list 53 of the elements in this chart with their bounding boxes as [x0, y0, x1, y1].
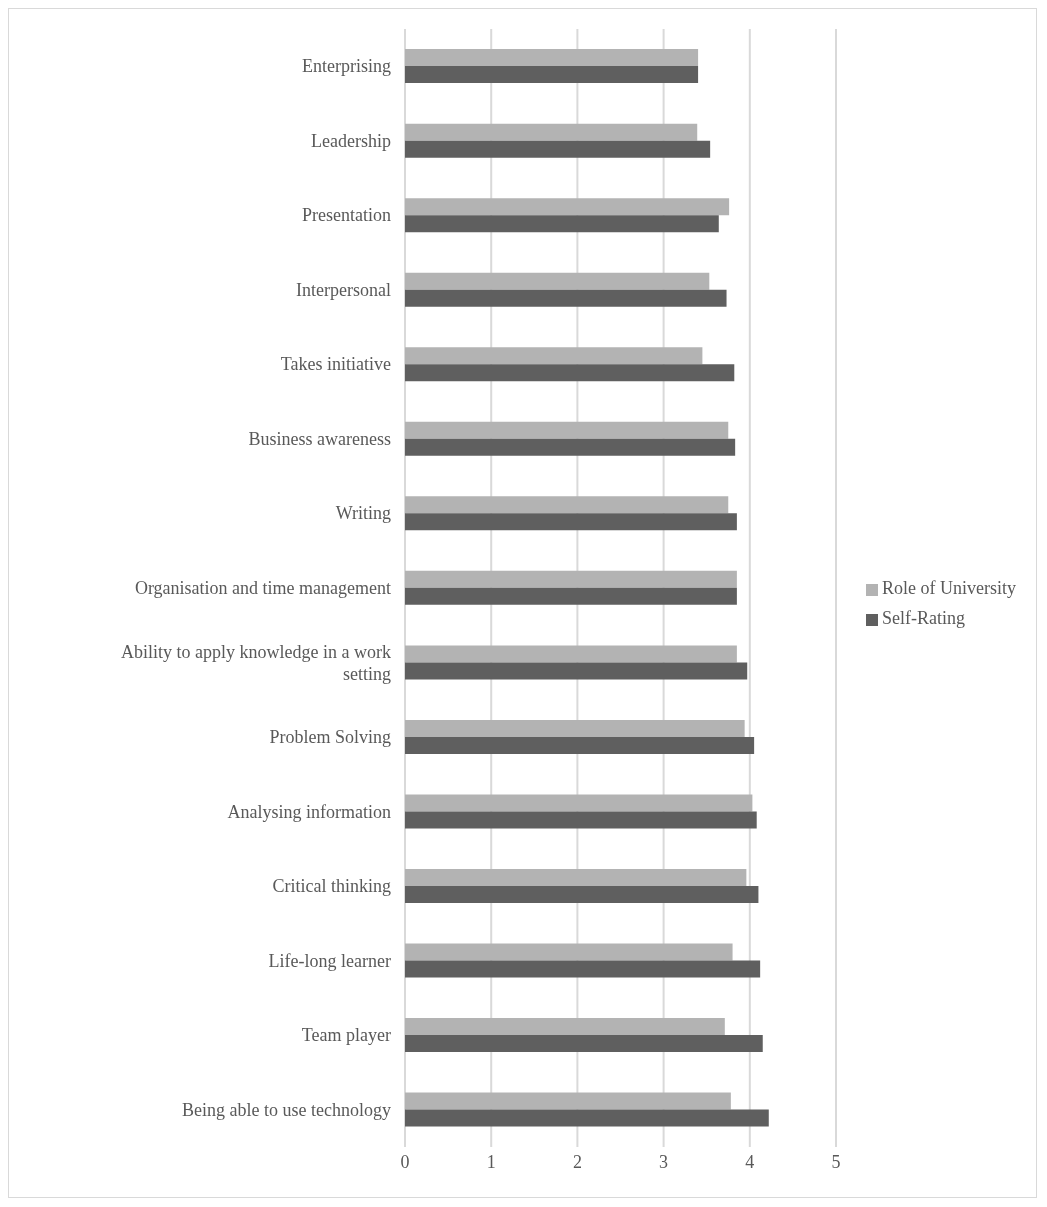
bar	[405, 662, 748, 680]
y-tick-label: Life-long learner	[268, 950, 391, 971]
x-tick-label: 0	[400, 1151, 410, 1172]
y-tick-label: Problem Solving	[269, 727, 391, 748]
y-tick-label: Organisation and time management	[134, 578, 391, 598]
bar	[405, 215, 719, 233]
y-tick-label: Business awareness	[248, 428, 391, 449]
y-tick-label: Enterprising	[302, 56, 391, 77]
bar	[405, 496, 729, 514]
bar	[405, 289, 727, 307]
y-tick-label: Writing	[335, 503, 391, 524]
bar	[405, 885, 759, 903]
y-tick-label: Takes initiative	[280, 354, 391, 375]
bar	[405, 421, 729, 439]
bar	[405, 587, 737, 605]
bar	[405, 719, 745, 737]
bar	[405, 868, 747, 886]
bar	[405, 1018, 725, 1036]
y-tick-label: Ability to apply knowledge in a work setting	[121, 641, 391, 684]
x-tick-label: 2	[572, 1151, 582, 1172]
bar	[405, 570, 737, 588]
bar	[405, 123, 698, 141]
bar	[405, 140, 711, 158]
bar	[405, 1092, 731, 1110]
y-tick-label: Leadership	[311, 130, 391, 151]
bar	[405, 736, 755, 754]
bar	[405, 811, 757, 829]
bar	[405, 66, 699, 84]
bar	[405, 1109, 769, 1127]
legend-label: Role of University	[882, 578, 1016, 598]
y-tick-label: Team player	[301, 1025, 391, 1046]
bar	[405, 943, 733, 961]
bar	[405, 794, 753, 812]
legend-label: Self-Rating	[882, 608, 966, 628]
bar	[405, 272, 710, 290]
y-tick-label: Analysing information	[227, 801, 391, 822]
y-tick-label: Presentation	[302, 205, 391, 226]
bar	[405, 49, 699, 67]
x-tick-label: 5	[831, 1151, 841, 1172]
bar	[405, 198, 730, 216]
bar	[405, 347, 703, 365]
bar	[405, 645, 737, 663]
bar	[405, 1035, 763, 1053]
x-tick-label: 4	[745, 1151, 755, 1172]
bar	[405, 960, 761, 978]
y-tick-label: Interpersonal	[296, 279, 391, 300]
bar	[405, 513, 737, 531]
bar	[405, 364, 735, 382]
x-tick-label: 3	[659, 1151, 669, 1172]
bar	[405, 438, 736, 456]
y-tick-label: Critical thinking	[272, 876, 391, 897]
x-tick-label: 1	[486, 1151, 496, 1172]
y-tick-label: Being able to use technology	[182, 1099, 391, 1120]
